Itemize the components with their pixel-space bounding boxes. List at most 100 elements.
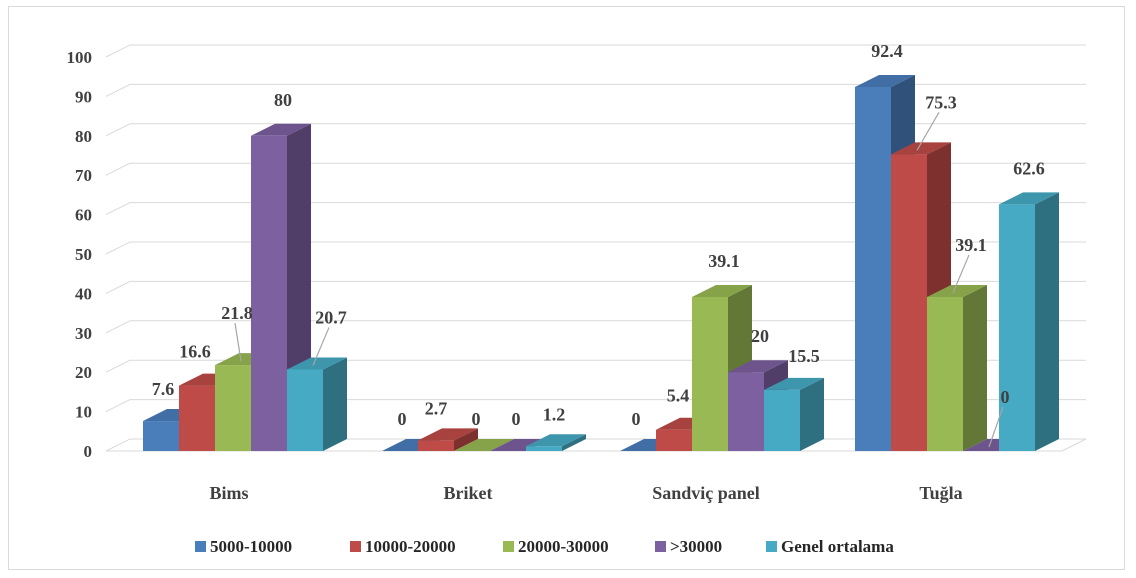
- y-tick-label: 90: [75, 87, 92, 106]
- y-tick-label: 0: [84, 442, 93, 461]
- bar-side: [1035, 192, 1059, 451]
- gridline-depth: [105, 162, 131, 176]
- legend-swatch: [503, 541, 514, 552]
- data-label: 21.8: [221, 303, 253, 323]
- legend: 5000-10000 10000-20000 20000-30000 >30000 Ge…: [195, 537, 894, 556]
- bar-side: [562, 434, 586, 451]
- data-label: 0: [1001, 387, 1010, 407]
- legend-label: >30000: [670, 537, 722, 556]
- bar-front: [891, 154, 927, 451]
- category-label: Sandviç panel: [652, 483, 760, 503]
- bar-front: [728, 372, 764, 451]
- y-tick-label: 20: [75, 363, 92, 382]
- bar-side: [454, 428, 478, 451]
- gridline-depth: [105, 202, 131, 216]
- data-label: 0: [398, 409, 407, 429]
- label-leader-line: [952, 254, 970, 294]
- legend-swatch: [350, 541, 361, 552]
- bar-top: [251, 123, 311, 136]
- bar: [418, 428, 478, 451]
- data-label: 15.5: [788, 346, 820, 366]
- bar-front: [251, 135, 287, 452]
- category-label: Briket: [444, 483, 493, 503]
- bar-front: [215, 365, 251, 451]
- bar-front: [287, 369, 323, 451]
- data-labels-layer: 7.6 0 0 92.4 16.6 2.7 5.4 75.3 21.8 0 39.1 39.1 80 0 2…: [152, 41, 1045, 448]
- y-tick-label: 10: [75, 403, 92, 422]
- legend-label: 20000-30000: [518, 537, 609, 556]
- floor-edge-right: [1061, 438, 1087, 452]
- category-label: Bims: [209, 483, 248, 503]
- gridline-depth: [105, 438, 131, 452]
- bar: [287, 357, 347, 451]
- legend-swatch: [195, 541, 206, 552]
- legend-label: Genel ortalama: [781, 537, 894, 556]
- bar-front: [179, 385, 215, 451]
- data-label: 80: [274, 90, 292, 110]
- gridline-depth: [105, 44, 131, 58]
- bar-front: [855, 86, 891, 451]
- bar-side: [963, 284, 987, 451]
- legend-item: Genel ortalama: [766, 537, 894, 556]
- y-tick-label: 70: [75, 166, 92, 185]
- bar: [526, 434, 586, 451]
- data-label: 75.3: [925, 92, 957, 112]
- bar-top: [999, 192, 1059, 205]
- gridline-depth: [105, 399, 131, 413]
- bar-chart: 0 10 20 30 40 50 60 70 80 90 100 7.6 0 0 92.4 16.6 2.7 5…: [67, 41, 1087, 556]
- gridline-depth: [105, 280, 131, 294]
- bar: [764, 377, 824, 451]
- bar-top: [692, 284, 752, 297]
- gridline-depth: [105, 359, 131, 373]
- data-label: 20: [751, 326, 769, 346]
- bar-top: [418, 428, 478, 441]
- data-label: 62.6: [1013, 158, 1045, 178]
- bar-top: [728, 360, 788, 373]
- y-tick-label: 80: [75, 127, 92, 146]
- bar-front: [999, 204, 1035, 451]
- bar-top: [855, 74, 915, 87]
- bar-top: [454, 439, 514, 451]
- y-tick-label: 60: [75, 206, 92, 225]
- bar: [454, 439, 514, 451]
- bar-side: [323, 357, 347, 451]
- category-labels: Bims Briket Sandviç panel Tuğla: [209, 483, 962, 503]
- data-label: 0: [472, 409, 481, 429]
- data-label: 16.6: [179, 342, 211, 362]
- bar: [692, 284, 752, 451]
- bar-front: [764, 389, 800, 451]
- gridline-depth: [105, 123, 131, 137]
- bar-top: [526, 434, 586, 447]
- gridline-depth: [105, 241, 131, 255]
- legend-swatch: [655, 541, 666, 552]
- bar-front: [143, 421, 179, 451]
- data-label: 7.6: [152, 379, 175, 399]
- bar-top: [764, 377, 824, 390]
- category-label: Tuğla: [919, 483, 962, 503]
- legend-label: 5000-10000: [210, 537, 292, 556]
- legend-item: >30000: [655, 537, 722, 556]
- legend-swatch: [766, 541, 777, 552]
- y-axis-tick-labels: 0 10 20 30 40 50 60 70 80 90 100: [67, 48, 93, 461]
- label-leader-line: [988, 406, 1004, 448]
- data-label: 39.1: [955, 235, 987, 255]
- y-tick-label: 30: [75, 324, 92, 343]
- bar-top: [287, 357, 347, 370]
- legend-label: 10000-20000: [365, 537, 456, 556]
- label-leader-line: [916, 112, 940, 151]
- bar-front: [418, 440, 454, 451]
- y-tick-label: 100: [67, 48, 93, 67]
- bars-layer: [143, 74, 1059, 452]
- gridline-depth: [105, 320, 131, 334]
- gridline-depth: [105, 83, 131, 97]
- legend-item: 10000-20000: [350, 537, 456, 556]
- bar-front: [656, 429, 692, 451]
- legend-item: 5000-10000: [195, 537, 292, 556]
- bar-front: [526, 446, 562, 451]
- bar-front: [692, 296, 728, 451]
- y-tick-label: 50: [75, 245, 92, 264]
- data-label: 1.2: [543, 404, 566, 424]
- bar-side: [800, 377, 824, 451]
- legend-item: 20000-30000: [503, 537, 609, 556]
- bar: [999, 192, 1059, 451]
